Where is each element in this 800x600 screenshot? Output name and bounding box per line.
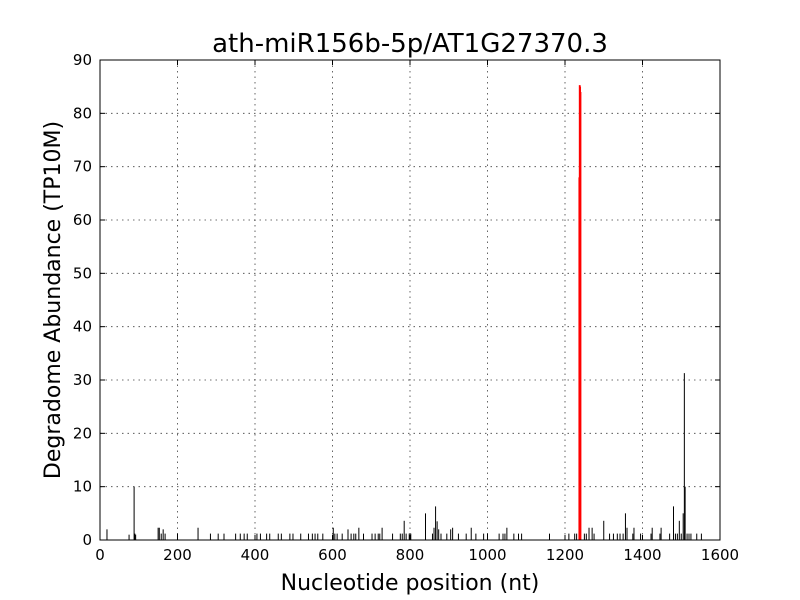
x-tick-label: 1000 [468, 546, 506, 564]
y-tick-label: 40 [73, 318, 92, 336]
y-tick-label: 10 [73, 478, 92, 496]
x-tick-label: 1600 [701, 546, 739, 564]
x-tick-label: 600 [318, 546, 347, 564]
y-tick-label: 20 [73, 424, 92, 442]
x-tick-labels: 0 200 400 600 800 1000 1200 1400 1600 [95, 546, 739, 564]
y-tick-label: 80 [73, 104, 92, 122]
y-tick-label: 50 [73, 264, 92, 282]
x-axis-label: Nucleotide position (nt) [281, 571, 540, 596]
chart-title: ath-miR156b-5p/AT1G27370.3 [212, 29, 608, 59]
axis-ticks [99, 59, 721, 541]
x-tick-label: 0 [95, 546, 105, 564]
y-tick-label: 90 [73, 51, 92, 69]
y-tick-label: 60 [73, 211, 92, 229]
y-axis-label: Degradome Abundance (TP10M) [41, 121, 66, 479]
y-tick-labels: 0 10 20 30 40 50 60 70 80 90 [73, 51, 92, 549]
x-tick-label: 400 [241, 546, 270, 564]
x-tick-label: 800 [396, 546, 425, 564]
y-tick-label: 70 [73, 158, 92, 176]
bars [106, 85, 702, 540]
x-tick-label: 200 [163, 546, 192, 564]
x-tick-label: 1400 [623, 546, 661, 564]
y-tick-label: 30 [73, 371, 92, 389]
y-tick-label: 0 [82, 531, 92, 549]
x-tick-label: 1200 [546, 546, 584, 564]
